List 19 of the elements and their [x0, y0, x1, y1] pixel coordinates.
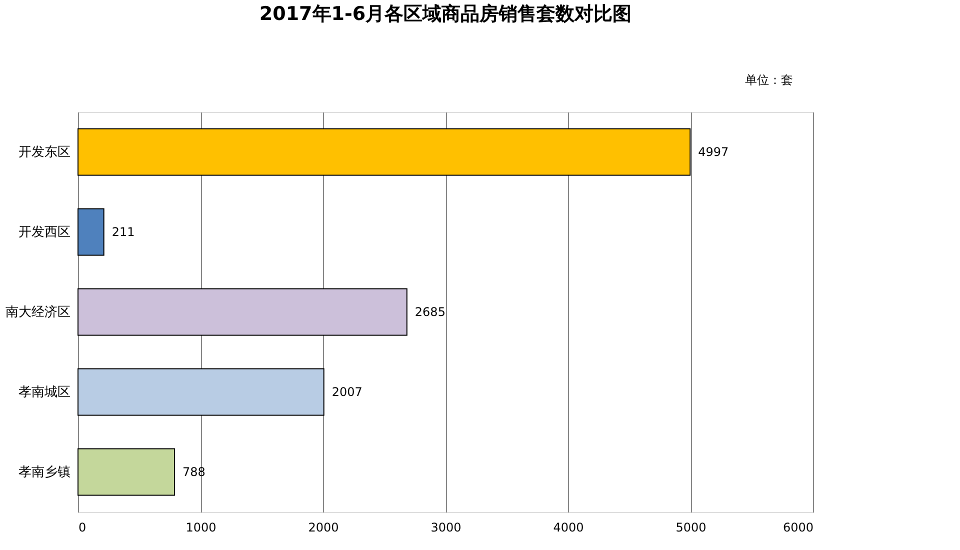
y-tick-label: 孝南城区 [18, 385, 70, 400]
x-tick-label: 2000 [308, 520, 339, 534]
x-tick-label: 4000 [553, 520, 584, 534]
y-tick-label: 开发东区 [18, 145, 70, 160]
y-tick-label: 孝南乡镇 [18, 465, 70, 480]
data-label: 2007 [332, 385, 362, 399]
x-tick-label: 1000 [186, 520, 216, 534]
data-label: 4997 [698, 145, 729, 159]
data-label: 2685 [414, 305, 446, 319]
y-tick-label: 开发西区 [18, 225, 70, 240]
data-label: 211 [112, 225, 135, 239]
data-label: 788 [182, 465, 206, 479]
chart-title: 2017年1-6月各区域商品房销售套数对比图 [259, 3, 632, 25]
x-tick-label: 3000 [430, 520, 462, 534]
x-tick-label: 5000 [676, 520, 706, 534]
text: 单位：套 [745, 73, 793, 87]
y-tick-label: 南大经济区 [6, 305, 70, 320]
x-tick-label: 6000 [782, 520, 814, 534]
x-tick-label: 0 [78, 520, 86, 534]
